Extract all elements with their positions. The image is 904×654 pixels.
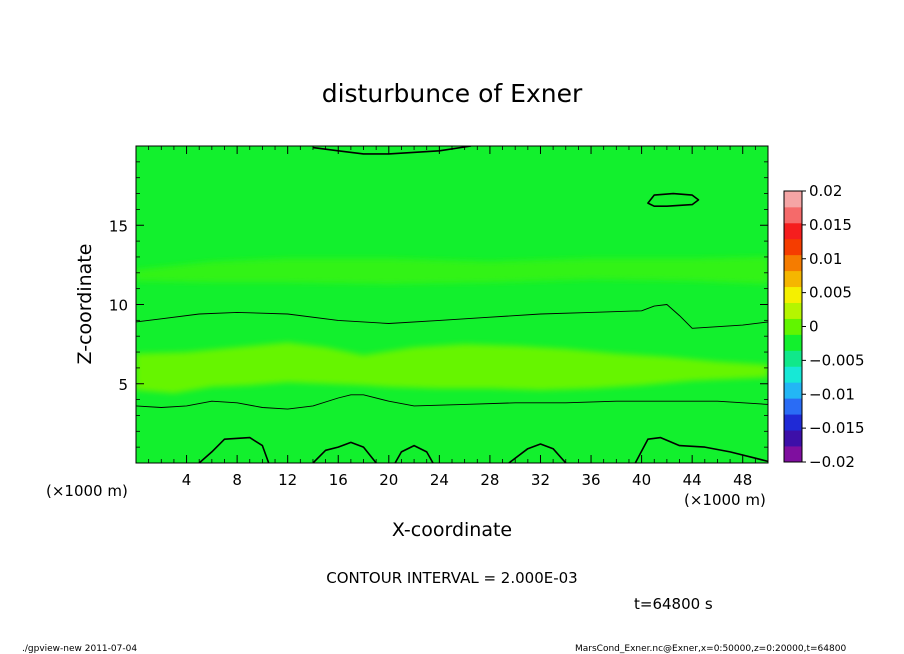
y-tick-label: 5 xyxy=(118,376,128,394)
colorbar-swatch xyxy=(784,222,802,240)
colorbar-swatch xyxy=(784,382,802,399)
shaded-regions xyxy=(136,256,768,394)
contour-line-6 xyxy=(634,436,768,463)
x-tick-label: 20 xyxy=(379,471,398,489)
x-tick-label: 44 xyxy=(683,471,702,489)
x-axis-label: X-coordinate xyxy=(392,519,512,541)
colorbar-tick-label: −0.02 xyxy=(809,453,855,471)
colorbar-swatch xyxy=(784,334,802,351)
colorbar-tick-label: −0.015 xyxy=(809,419,865,437)
x-tick-label: 32 xyxy=(531,471,550,489)
y-tick-label: 15 xyxy=(109,217,128,235)
colorbar-tick-label: 0.015 xyxy=(809,216,852,234)
plot-area xyxy=(136,146,768,463)
region-upper-band xyxy=(136,256,768,284)
time-label: t=64800 s xyxy=(634,595,713,613)
contour-line-3 xyxy=(312,441,377,463)
colorbar-swatch xyxy=(784,270,802,288)
y-tick-label: 10 xyxy=(109,297,128,315)
x-tick-label: 16 xyxy=(329,471,348,489)
x-tick-label: 4 xyxy=(182,471,192,489)
x-tick-label: 40 xyxy=(632,471,651,489)
footer-left: ./gpview-new 2011-07-04 xyxy=(22,644,137,654)
colorbar-tick-label: −0.005 xyxy=(809,351,865,369)
footer-right: MarsCond_Exner.nc@Exner,x=0:50000,z=0:20… xyxy=(575,644,846,654)
x-tick-label: 28 xyxy=(480,471,499,489)
colorbar-tick-label: −0.01 xyxy=(809,385,855,403)
colorbar-swatch xyxy=(784,286,802,303)
contour-line-5 xyxy=(508,443,567,463)
colorbar-swatch xyxy=(784,398,802,415)
contour-line-0 xyxy=(136,304,768,329)
contour-line-1 xyxy=(136,394,768,410)
region-light-band xyxy=(136,342,768,394)
x-unit-label-left: (×1000 m) xyxy=(46,482,128,500)
contour-line-4 xyxy=(394,444,434,463)
colorbar-swatch xyxy=(784,446,802,463)
y-axis-label: Z-coordinate xyxy=(74,244,96,365)
x-tick-label: 36 xyxy=(581,471,600,489)
colorbar-swatch xyxy=(784,238,802,256)
contour-line-2 xyxy=(198,436,270,463)
colorbar-swatch xyxy=(784,254,802,272)
colorbar-swatch xyxy=(784,302,802,319)
x-unit-label-right: (×1000 m) xyxy=(684,491,766,509)
plot-background xyxy=(136,146,768,463)
y-axis: 5 10 15 xyxy=(109,161,768,448)
contour-interval: CONTOUR INTERVAL = 2.000E-03 xyxy=(326,569,577,587)
colorbar-tick-label: 0 xyxy=(809,318,819,336)
contour-lines xyxy=(136,146,768,463)
x-tick-label: 24 xyxy=(430,471,449,489)
colorbar-swatch xyxy=(784,350,802,367)
colorbar-swatch xyxy=(784,191,802,208)
x-tick-label: 12 xyxy=(278,471,297,489)
colorbar-tick-label: 0.02 xyxy=(809,182,842,200)
contour-line-7 xyxy=(312,146,472,155)
colorbar-tick-label: 0.01 xyxy=(809,250,842,268)
colorbar-swatch xyxy=(784,318,802,335)
chart-title: disturbunce of Exner xyxy=(322,79,583,108)
colorbar-swatch xyxy=(784,430,802,447)
colorbar-swatch xyxy=(784,414,802,431)
x-tick-label: 48 xyxy=(733,471,752,489)
colorbar-swatch xyxy=(784,206,802,224)
contour-line-8 xyxy=(647,192,700,207)
x-axis: 4 8 12 16 20 24 28 32 36 40 44 48 xyxy=(148,146,756,489)
x-tick-label: 8 xyxy=(232,471,242,489)
colorbar-tick-label: 0.005 xyxy=(809,284,852,302)
colorbar-swatch xyxy=(784,366,802,383)
colorbar: 0.02 0.015 0.01 0.005 0 −0.005 −0.01 −0.015 −0.0… xyxy=(783,182,865,471)
